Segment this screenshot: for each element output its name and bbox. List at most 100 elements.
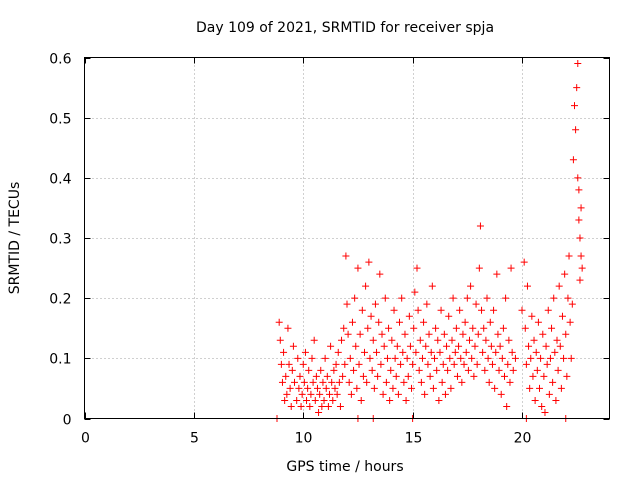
data-point: [525, 342, 533, 350]
data-point: [378, 330, 386, 338]
data-point: [401, 330, 409, 338]
data-point: [501, 372, 508, 380]
data-point: [358, 306, 366, 314]
y-tick-labels: 0 0.1 0.2 0.3 0.4 0.5 0.6: [49, 52, 71, 429]
data-point: [557, 384, 565, 392]
data-point: [556, 342, 564, 350]
y-tick-label: 0.5: [49, 112, 71, 128]
chart-title: Day 109 of 2021, SRMTID for receiver spj…: [196, 20, 494, 36]
y-tick-label: 0: [63, 413, 72, 429]
data-point: [445, 312, 453, 320]
data-point: [560, 354, 568, 362]
data-point: [341, 360, 349, 368]
data-point: [294, 354, 302, 362]
data-point: [307, 390, 315, 398]
data-point: [444, 366, 452, 374]
data-point: [333, 390, 341, 398]
data-point: [437, 306, 445, 314]
data-point: [298, 390, 306, 398]
gridlines: [84, 57, 610, 419]
data-point: [527, 354, 535, 362]
data-point: [546, 354, 554, 362]
data-point: [484, 354, 492, 362]
data-point: [480, 324, 488, 332]
data-point: [531, 396, 539, 404]
data-point: [464, 366, 472, 374]
data-point: [356, 330, 364, 338]
data-point: [426, 372, 434, 380]
data-point: [329, 396, 337, 404]
data-point: [299, 360, 307, 368]
data-point: [345, 378, 353, 386]
data-point: [391, 354, 399, 362]
data-point: [467, 282, 475, 290]
data-point: [568, 300, 576, 308]
data-point: [457, 354, 465, 362]
data-point: [575, 186, 583, 194]
data-point: [310, 336, 318, 344]
data-point: [374, 372, 382, 380]
data-point: [536, 384, 543, 392]
data-point: [354, 264, 362, 272]
data-point: [545, 390, 553, 398]
data-point: [375, 318, 383, 326]
data-point: [359, 372, 367, 380]
data-point: [483, 294, 491, 302]
data-point: [551, 348, 559, 356]
data-point: [348, 318, 356, 326]
data-point: [576, 276, 584, 284]
data-point: [522, 360, 530, 368]
data-point: [331, 384, 339, 392]
data-point: [385, 324, 393, 332]
data-point: [569, 156, 577, 164]
data-point: [312, 372, 320, 380]
data-point: [396, 318, 403, 326]
data-point: [504, 360, 512, 368]
data-point: [403, 354, 411, 362]
data-point: [387, 366, 395, 374]
data-point: [417, 378, 425, 386]
data-point: [538, 402, 546, 410]
x-tick-label: 10: [295, 431, 313, 447]
data-point: [574, 60, 582, 68]
data-point: [423, 300, 431, 308]
data-point: [350, 366, 358, 374]
data-point: [297, 402, 305, 410]
data-point: [311, 396, 319, 404]
data-point: [424, 360, 432, 368]
data-point: [438, 378, 446, 386]
data-point: [452, 324, 460, 332]
y-tick-label: 0.6: [49, 52, 71, 68]
data-point: [336, 402, 344, 410]
data-point: [300, 378, 308, 386]
data-point: [447, 384, 455, 392]
data-point: [486, 318, 494, 326]
data-point: [418, 354, 426, 362]
data-point: [507, 264, 515, 272]
data-point: [567, 354, 575, 362]
data-point: [432, 324, 440, 332]
data-point: [441, 390, 449, 398]
x-tick-label: 5: [190, 431, 199, 447]
data-point: [496, 342, 504, 350]
data-point: [370, 384, 378, 392]
data-point: [339, 372, 347, 380]
data-point: [406, 342, 414, 350]
data-point: [342, 252, 350, 260]
data-point: [554, 366, 562, 374]
data-point: [319, 378, 327, 386]
data-point: [285, 360, 293, 368]
data-point: [473, 360, 481, 368]
data-point: [371, 300, 379, 308]
data-point: [282, 372, 290, 380]
data-point: [353, 384, 361, 392]
data-point: [539, 330, 547, 338]
data-point: [494, 330, 502, 338]
x-tick-label: 0: [81, 431, 90, 447]
data-point: [377, 360, 385, 368]
data-point: [304, 384, 312, 392]
data-point: [287, 402, 295, 410]
y-axis-label: SRMTID / TECUs: [7, 182, 23, 295]
data-point: [420, 318, 428, 326]
